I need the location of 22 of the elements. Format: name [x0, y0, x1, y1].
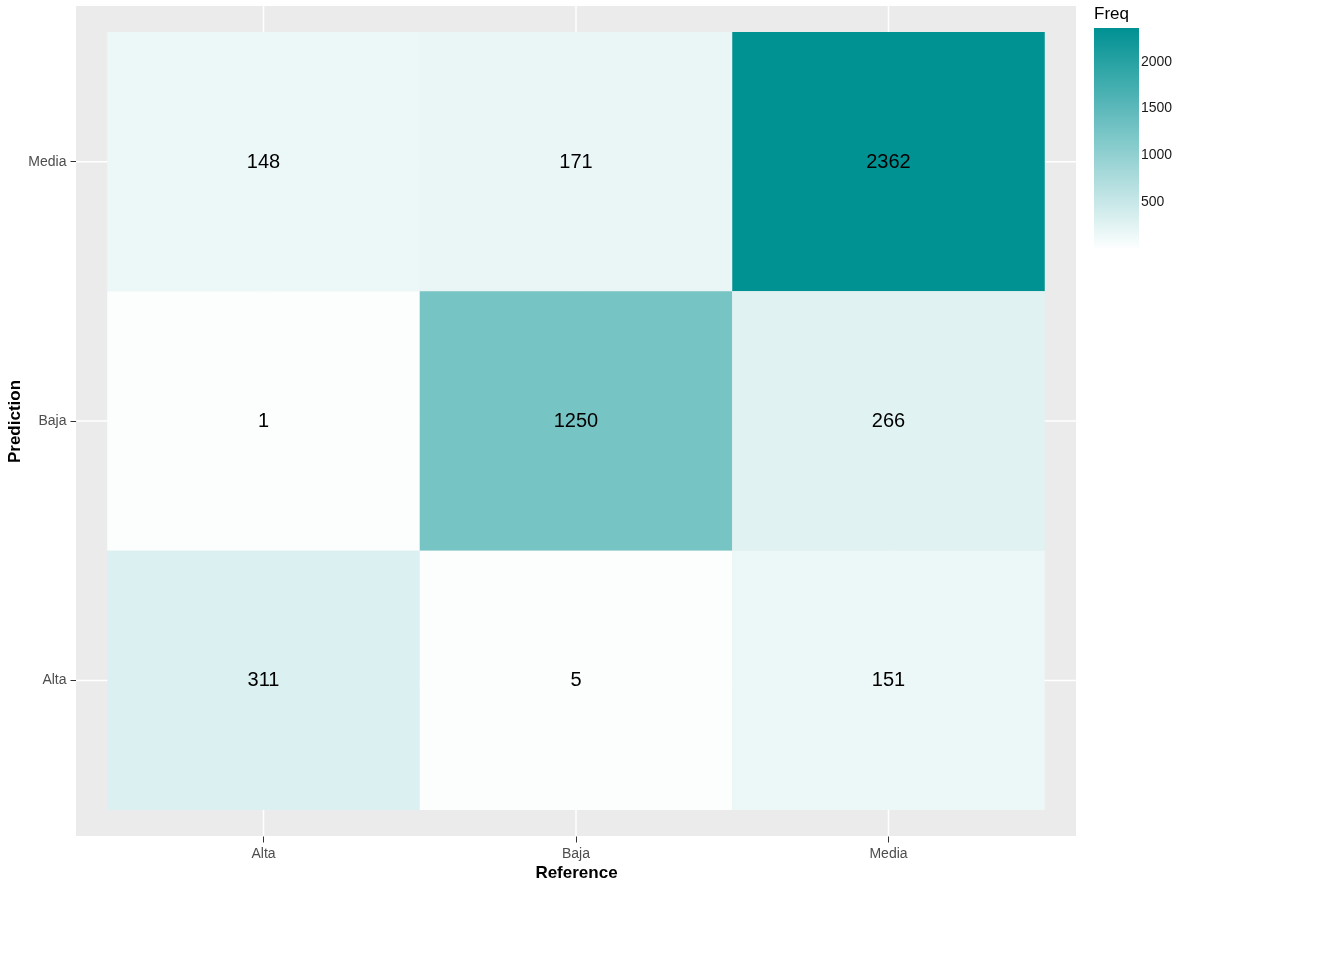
data-label: 1 — [257, 409, 270, 431]
x-axis-title: Reference — [535, 862, 618, 882]
x-tick-label: Alta — [251, 844, 276, 861]
x-tick-label: Media — [869, 844, 908, 861]
data-label: 5 — [570, 668, 582, 691]
data-label: 266 — [871, 409, 906, 431]
x-tick-label: Baja — [561, 844, 591, 861]
color-bar-label: 2000 — [1141, 52, 1173, 69]
color-bar-label: 500 — [1141, 192, 1165, 209]
data-label: 1250 — [553, 409, 599, 431]
y-tick-label: Media — [28, 152, 67, 169]
color-bar-label: 1500 — [1141, 99, 1173, 116]
y-tick-label: Baja — [38, 412, 67, 428]
data-label: 2362 — [866, 149, 911, 172]
y-axis-title: Prediction — [5, 379, 25, 464]
color-bar-label: 1000 — [1141, 145, 1173, 162]
legend-title: Freq — [1094, 4, 1129, 23]
data-label: 171 — [559, 149, 593, 172]
data-label: 311 — [247, 668, 280, 691]
data-label: 148 — [246, 149, 281, 172]
y-tick-label: Alta — [42, 671, 67, 688]
data-label: 151 — [871, 668, 906, 691]
